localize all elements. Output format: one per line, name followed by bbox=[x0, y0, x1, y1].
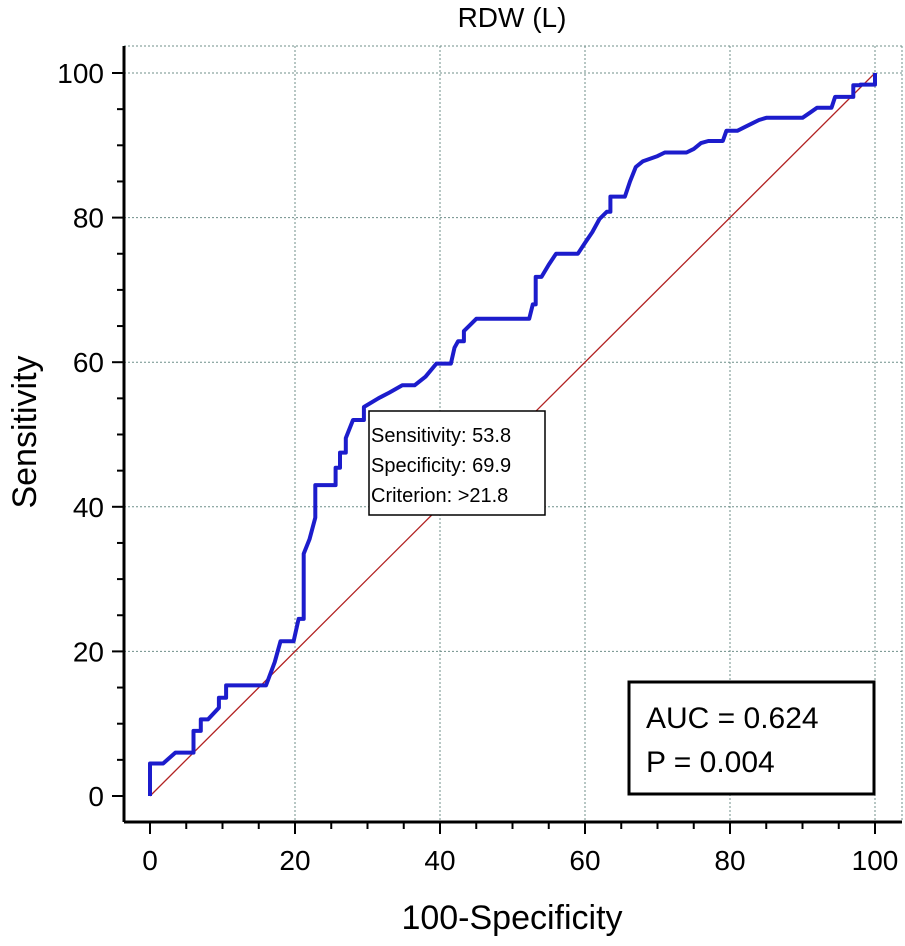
y-tick-label: 40 bbox=[73, 492, 104, 523]
axes bbox=[112, 46, 902, 834]
roc-curve-series bbox=[148, 73, 877, 796]
y-axis-title: Sensitivity bbox=[6, 355, 44, 508]
x-tick-label: 20 bbox=[279, 845, 310, 876]
x-tick-label: 40 bbox=[424, 845, 455, 876]
x-tick-label: 0 bbox=[142, 845, 158, 876]
y-tick-label: 20 bbox=[73, 636, 104, 667]
annotation-criterion: Criterion: >21.8 bbox=[371, 485, 508, 507]
annotation-sensitivity: Sensitivity: 53.8 bbox=[371, 425, 511, 447]
cutoff-annotation-box bbox=[368, 410, 546, 516]
y-axis-ticks: 0 20 40 60 80 100 bbox=[57, 58, 104, 812]
x-tick-label: 60 bbox=[569, 845, 600, 876]
x-axis-title: 100-Specificity bbox=[401, 899, 622, 937]
y-tick-label: 80 bbox=[73, 203, 104, 234]
x-tick-label: 100 bbox=[852, 845, 899, 876]
chart-title: RDW (L) bbox=[458, 2, 567, 33]
annotation-specificity: Specificity: 69.9 bbox=[371, 455, 511, 477]
y-tick-label: 60 bbox=[73, 347, 104, 378]
stats-box-frame bbox=[627, 680, 876, 796]
auc-value: AUC = 0.624 bbox=[646, 702, 819, 735]
auc-stats-box: AUC = 0.624 P = 0.004 bbox=[627, 680, 876, 796]
cutoff-annotation: Sensitivity: 53.8 Specificity: 69.9 Crit… bbox=[368, 410, 546, 516]
y-tick-label: 0 bbox=[88, 781, 104, 812]
x-axis-ticks: 0 20 40 60 80 100 bbox=[142, 845, 898, 876]
y-tick-label: 100 bbox=[57, 58, 104, 89]
p-value: P = 0.004 bbox=[646, 746, 775, 779]
x-tick-label: 80 bbox=[714, 845, 745, 876]
